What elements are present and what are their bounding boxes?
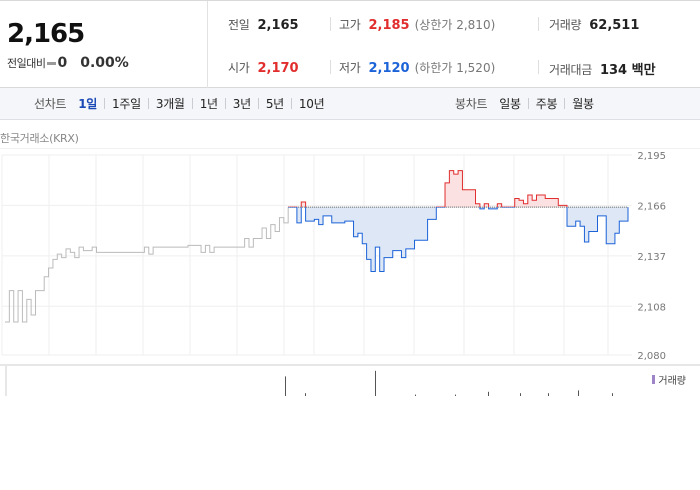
- period-1y[interactable]: 1년: [199, 97, 218, 111]
- current-price: 2,165: [7, 19, 85, 49]
- stat-label: 저가: [339, 61, 361, 75]
- change-label: 전일대비: [7, 57, 46, 70]
- lower-limit: (하한가 1,520): [414, 61, 496, 75]
- upper-limit: (상한가 2,810): [414, 18, 496, 32]
- stat-prev-close: 전일 2,165: [228, 16, 299, 33]
- divider: [147, 98, 149, 109]
- market-label: 한국거래소(KRX): [0, 132, 79, 145]
- stat-value: 2,170: [257, 61, 299, 76]
- stat-value: 62,511: [589, 18, 640, 33]
- candle-monthly[interactable]: 월봉: [572, 97, 594, 111]
- price-line-early: [5, 207, 289, 323]
- y-tick-label: 2,108: [637, 302, 666, 313]
- price-block: 2,165 전일대비 0 0.00%: [0, 1, 208, 88]
- stat-value: 2,185: [368, 18, 410, 33]
- divider: [538, 60, 539, 74]
- intraday-price-chart: 2,195 2,166 2,137 2,108 2,080: [0, 148, 700, 366]
- area-above-reference: [288, 170, 628, 208]
- divider: [330, 60, 331, 74]
- period-10y[interactable]: 10년: [298, 97, 325, 111]
- stat-amount: 거래대금 134 백만: [549, 59, 656, 78]
- divider: [290, 98, 292, 109]
- volume-bar: [285, 376, 286, 396]
- period-1w[interactable]: 1주일: [112, 97, 141, 111]
- y-tick-label: 2,195: [637, 151, 666, 162]
- area-below-reference: [296, 207, 628, 272]
- period-5y[interactable]: 5년: [265, 97, 284, 111]
- y-tick-label: 2,080: [637, 351, 666, 362]
- period-3m[interactable]: 3개월: [155, 97, 185, 111]
- volume-bar: [488, 391, 489, 396]
- price-line-above-reference: [288, 170, 629, 208]
- divider: [224, 98, 226, 109]
- chart-period-toolbar: 선차트 1일 1주일 3개월 1년 3년 5년 10년 봉차트 일봉 주봉 월봉: [0, 88, 700, 120]
- volume-bar: [455, 394, 456, 396]
- stat-volume: 거래량 62,511: [549, 16, 639, 33]
- divider: [527, 98, 529, 109]
- volume-swatch: [652, 375, 656, 384]
- change-value: 0: [57, 55, 68, 71]
- line-chart-title: 선차트: [34, 97, 67, 111]
- stat-label: 고가: [339, 18, 361, 32]
- stat-label: 전일: [228, 18, 250, 32]
- divider: [104, 98, 106, 109]
- volume-bar: [305, 393, 306, 396]
- stat-label: 시가: [228, 61, 250, 75]
- line-chart-periods: 선차트 1일 1주일 3개월 1년 3년 5년 10년: [34, 88, 325, 119]
- volume-bar: [415, 394, 416, 396]
- change-row: 전일대비 0 0.00%: [7, 53, 129, 73]
- divider: [538, 17, 539, 31]
- period-3y[interactable]: 3년: [232, 97, 251, 111]
- divider: [191, 98, 193, 109]
- candle-daily[interactable]: 일봉: [499, 97, 521, 111]
- y-tick-label: 2,137: [637, 252, 666, 263]
- volume-legend: 거래량: [652, 372, 686, 387]
- volume-bar: [612, 393, 613, 396]
- divider: [257, 98, 259, 109]
- period-1d[interactable]: 1일: [78, 97, 98, 111]
- volume-bar: [578, 390, 579, 396]
- volume-bar: [520, 393, 521, 396]
- volume-bar: [375, 370, 376, 396]
- stat-open: 시가 2,170: [228, 59, 299, 76]
- stat-value: 2,120: [368, 61, 410, 76]
- y-tick-label: 2,166: [637, 201, 666, 212]
- price-line-below-reference: [288, 207, 629, 273]
- stat-label: 거래대금: [549, 63, 592, 77]
- candle-chart-periods: 봉차트 일봉 주봉 월봉: [455, 88, 594, 119]
- stat-low: 저가 2,120 (하한가 1,520): [339, 59, 495, 76]
- stat-value: 2,165: [257, 18, 299, 33]
- quote-summary: 2,165 전일대비 0 0.00% 전일 2,165 고가 2,185 (상한…: [0, 0, 700, 88]
- divider: [330, 17, 331, 31]
- flat-change-icon: [47, 61, 57, 65]
- candle-chart-title: 봉차트: [455, 97, 488, 111]
- volume-bar: [548, 393, 549, 396]
- change-percent: 0.00%: [80, 55, 129, 71]
- stat-label: 거래량: [549, 18, 582, 32]
- candle-weekly[interactable]: 주봉: [535, 97, 558, 111]
- stat-high: 고가 2,185 (상한가 2,810): [339, 16, 495, 33]
- volume-chart: [5, 366, 613, 396]
- volume-legend-label: 거래량: [658, 376, 686, 387]
- stat-value: 134 백만: [599, 63, 656, 78]
- divider: [564, 98, 566, 109]
